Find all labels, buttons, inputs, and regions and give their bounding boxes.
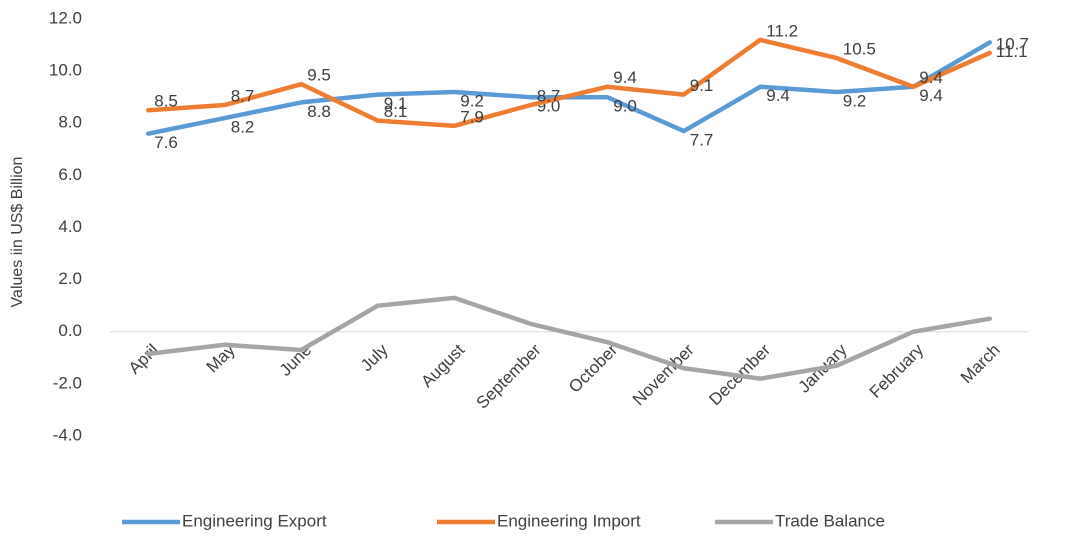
data-label: 9.4 [613, 68, 637, 87]
data-label: 9.0 [613, 97, 637, 116]
y-axis-title: Values iin US$ Billion [9, 157, 26, 308]
legend-label: Engineering Import [497, 511, 641, 530]
data-label: 8.7 [537, 86, 561, 105]
data-label: 10.7 [996, 34, 1029, 53]
y-tick-label: 10.0 [49, 61, 82, 80]
data-label: 9.4 [919, 86, 943, 105]
data-label: 11.2 [766, 21, 798, 40]
legend-label: Engineering Export [182, 511, 327, 530]
data-label: 9.4 [766, 86, 790, 105]
data-label: 8.2 [231, 118, 255, 137]
x-tick-label: July [357, 340, 392, 375]
data-label: 9.4 [919, 68, 943, 87]
data-label: 8.5 [154, 92, 178, 111]
data-label: 9.1 [384, 94, 408, 113]
x-tick-label: August [417, 340, 468, 391]
y-tick-label: -4.0 [53, 425, 82, 444]
data-label: 8.7 [231, 86, 255, 105]
legend-label: Trade Balance [775, 511, 885, 530]
data-label: 9.5 [307, 66, 331, 85]
data-label: 9.2 [843, 91, 867, 110]
data-label: 10.5 [843, 40, 876, 59]
data-label: 7.7 [690, 131, 714, 150]
line-series [146, 295, 992, 381]
data-label: 7.6 [154, 133, 178, 152]
data-label: 11.1 [996, 42, 1028, 61]
y-tick-label: 0.0 [58, 321, 82, 340]
y-tick-label: 12.0 [49, 8, 82, 27]
line-series [146, 37, 992, 129]
data-label: 7.9 [460, 107, 484, 126]
data-label: 8.1 [384, 102, 408, 121]
y-tick-label: 2.0 [58, 269, 82, 288]
data-label: 9.2 [460, 91, 484, 110]
x-tick-label: October [565, 340, 621, 396]
y-tick-label: 6.0 [58, 165, 82, 184]
y-tick-label: -2.0 [53, 373, 82, 392]
y-tick-label: 4.0 [58, 217, 82, 236]
x-tick-label: April [125, 340, 162, 377]
data-label: 8.8 [307, 102, 331, 121]
x-tick-label: March [957, 340, 1004, 387]
data-label: 9.1 [690, 76, 714, 95]
x-tick-label: November [629, 340, 698, 409]
y-tick-label: 8.0 [58, 113, 82, 132]
x-tick-label: September [473, 340, 545, 412]
